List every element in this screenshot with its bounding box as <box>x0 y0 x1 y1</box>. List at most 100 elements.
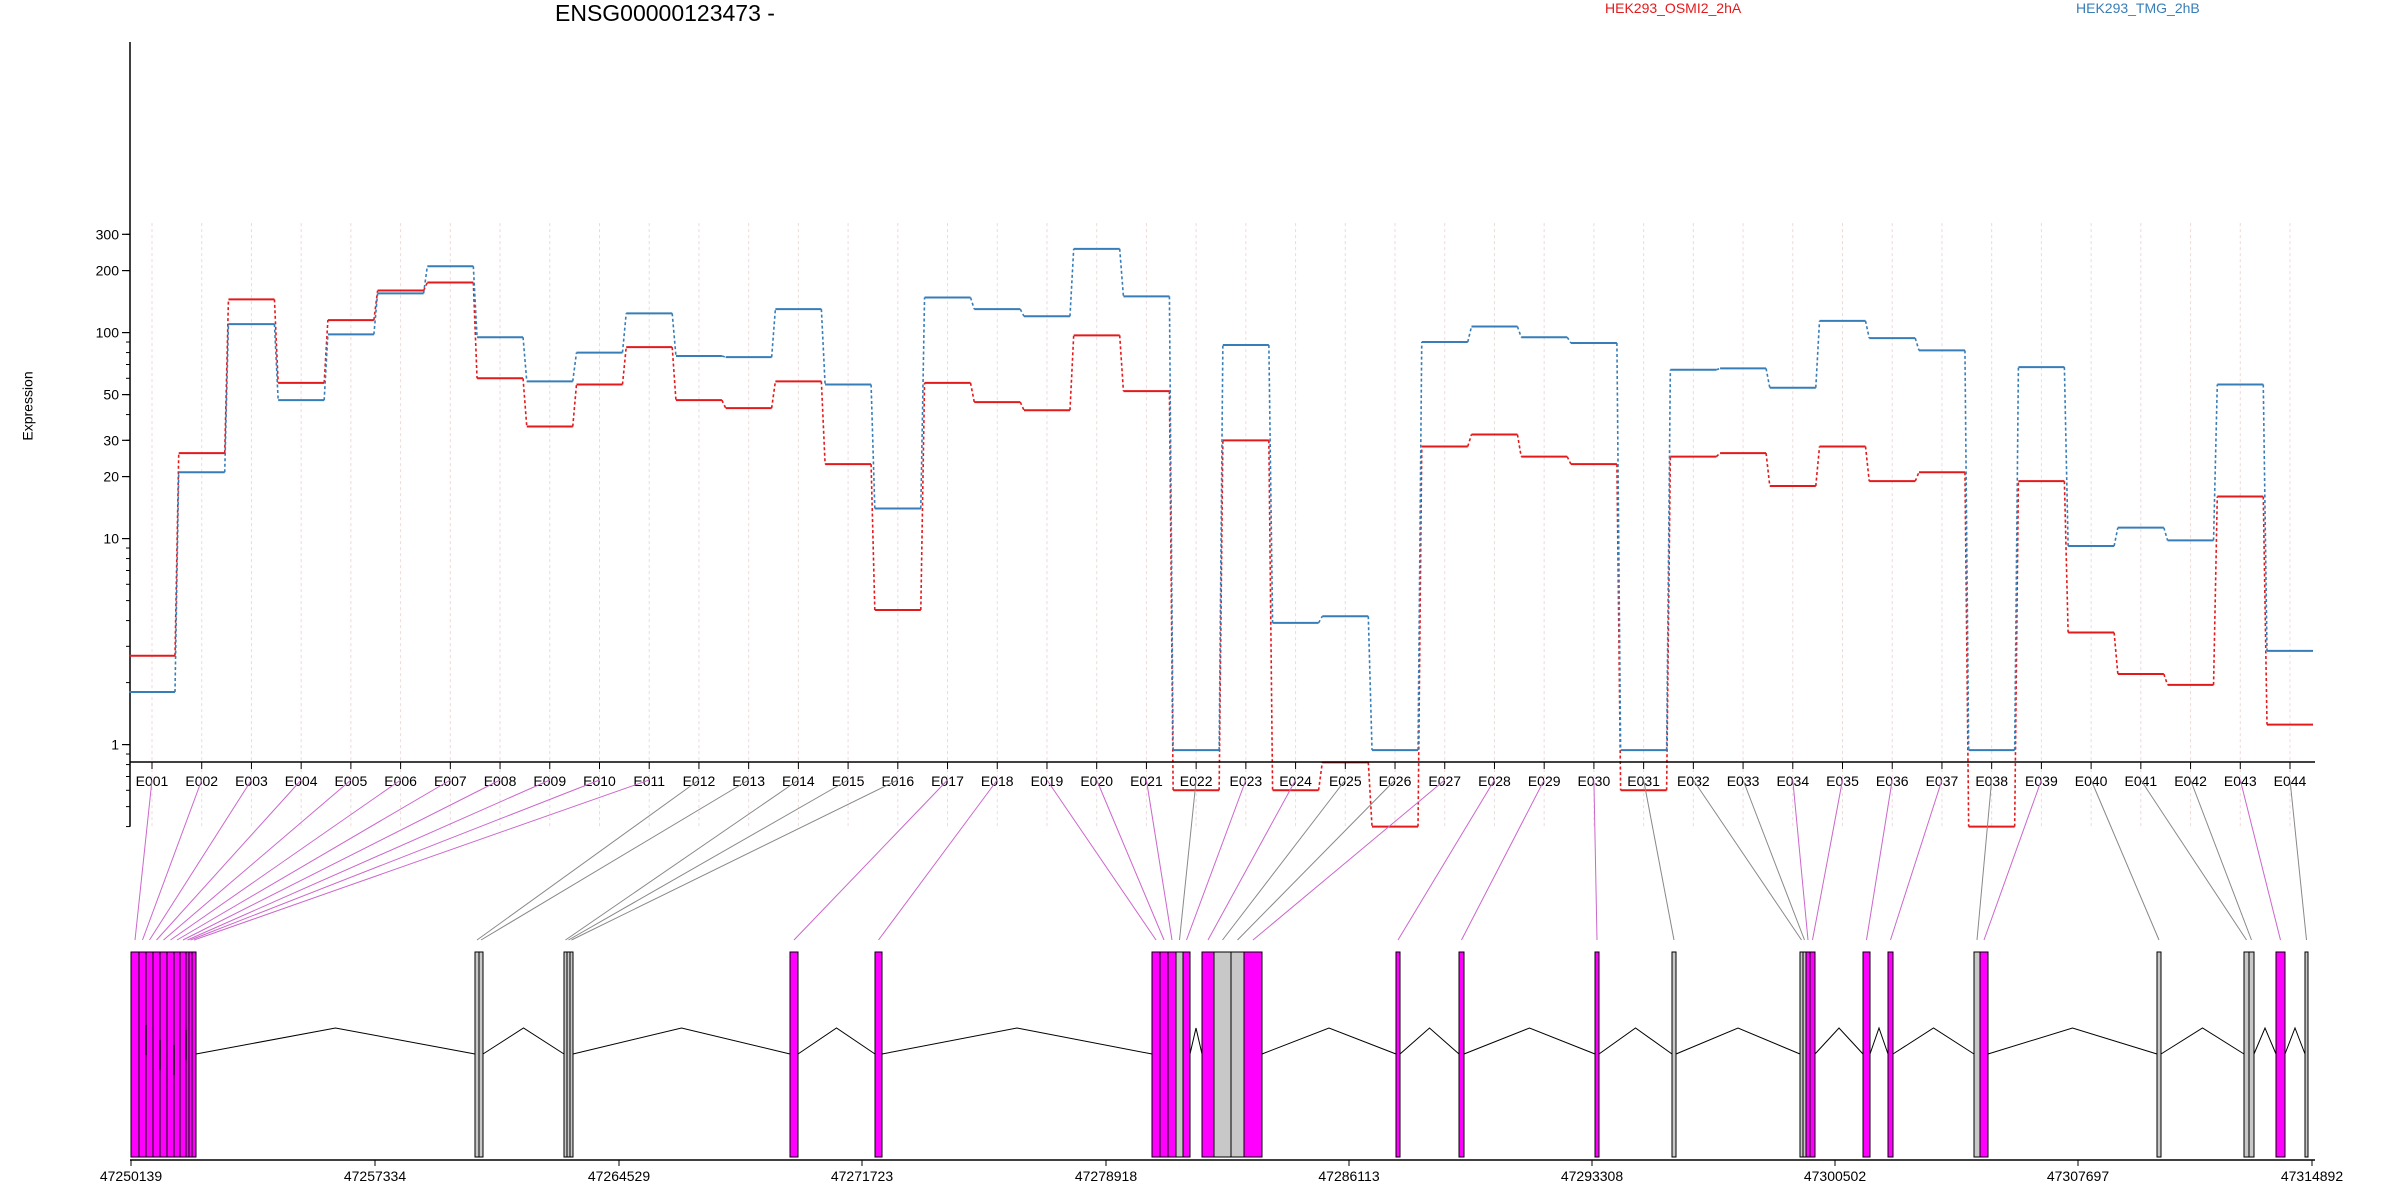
exon-connector <box>2239 779 2281 941</box>
data-connector <box>969 297 976 310</box>
y-tick-label: 30 <box>103 432 119 448</box>
data-connector <box>2113 527 2119 547</box>
data-connector <box>1765 368 1771 388</box>
data-connector <box>1466 434 1473 447</box>
genome-position-label: 47314892 <box>2281 1168 2344 1184</box>
exon-box <box>191 951 197 1158</box>
exon-connector <box>193 779 650 941</box>
exon-box <box>1213 951 1232 1158</box>
intron-line <box>2253 1026 2277 1055</box>
exon-connector <box>1046 779 1157 941</box>
intron-line <box>1399 1027 1460 1055</box>
exon-connector <box>170 779 401 941</box>
data-connector <box>174 472 180 693</box>
series-lines <box>129 247 2313 828</box>
data-connector <box>1765 453 1771 487</box>
data-connector <box>1268 345 1274 623</box>
exon-box <box>1862 951 1871 1158</box>
exon-connector <box>1643 779 1675 941</box>
genome-position-label: 47264529 <box>588 1168 651 1184</box>
exon-box <box>1167 951 1177 1158</box>
data-connector <box>2013 481 2020 827</box>
exon-box <box>1973 951 1981 1158</box>
exon-connector <box>1812 779 1844 941</box>
exon-connector <box>565 779 799 941</box>
exon-connector <box>1179 779 1197 941</box>
exon-label: E008 <box>484 773 517 789</box>
intron-line <box>1869 1026 1889 1055</box>
data-connector <box>1168 296 1174 751</box>
exon-box <box>1671 951 1677 1158</box>
y-tick-label: 10 <box>103 531 119 547</box>
exon-box <box>1594 951 1600 1158</box>
exon-connectors <box>134 779 2307 941</box>
exon-box <box>1182 951 1191 1158</box>
exon-box <box>1805 951 1811 1158</box>
y-axis: 1 10 20 30 50 100 200 300 <box>96 42 131 828</box>
exon-label: E012 <box>683 773 716 789</box>
data-connector <box>1069 335 1075 411</box>
data-connector <box>1118 335 1125 392</box>
data-connector <box>1516 434 1522 457</box>
exon-connector <box>878 779 998 941</box>
legend-series-tmg: HEK293_TMG_2hB <box>2076 0 2200 16</box>
exon-box <box>1159 951 1169 1158</box>
exon-connector <box>1792 779 1809 941</box>
data-connector <box>1864 320 1871 339</box>
exon-box <box>874 951 883 1158</box>
exon-box <box>1243 951 1263 1158</box>
exon-connector <box>2190 779 2252 941</box>
intron-line <box>1189 1027 1203 1055</box>
data-connector <box>223 299 230 454</box>
intron-line <box>1892 1027 1975 1055</box>
data-connector <box>671 347 677 401</box>
data-connector <box>1864 446 1871 482</box>
data-connector <box>1814 320 1821 388</box>
data-connector <box>2262 384 2268 651</box>
exon-connector <box>1742 779 1805 941</box>
x-axis-exon-labels: E001 E002 E003 E004 E005 E006 E007 E008 E009 E010… <box>130 761 2315 789</box>
intron-line <box>797 1027 876 1055</box>
exon-box <box>1887 951 1894 1158</box>
intron-line <box>1598 1027 1673 1055</box>
data-connector <box>273 324 279 401</box>
data-connector <box>920 297 926 509</box>
exon-connector <box>568 779 849 941</box>
data-connector <box>1218 440 1224 791</box>
intron-line <box>572 1027 791 1055</box>
genome-position-label: 47286113 <box>1318 1168 1379 1184</box>
exon-connector <box>1983 779 2042 941</box>
series-tmg <box>129 247 2313 752</box>
exon-box <box>478 951 484 1158</box>
exon-connector <box>1096 779 1165 941</box>
exon-box <box>1809 951 1816 1158</box>
y-tick-label: 20 <box>103 469 119 485</box>
exon-box <box>789 951 799 1158</box>
data-connector <box>920 382 926 611</box>
data-connector <box>422 266 429 294</box>
data-connector <box>422 282 429 291</box>
data-connector <box>1268 440 1274 791</box>
exon-connector <box>1207 779 1297 941</box>
exon-connector <box>1186 779 1247 941</box>
data-connector <box>721 399 727 409</box>
data-connector <box>1367 616 1373 751</box>
exon-connector <box>190 779 600 941</box>
exon-connector <box>156 779 302 941</box>
exon-connector <box>476 779 700 941</box>
exon-connector <box>1692 779 1802 941</box>
intron-line <box>1814 1027 1864 1055</box>
exon-connector <box>1222 779 1346 941</box>
data-connector <box>1516 326 1522 338</box>
data-connector <box>621 347 628 385</box>
genome-position-label: 47293308 <box>1561 1168 1624 1184</box>
exon-box <box>474 951 480 1158</box>
exon-label: E011 <box>633 773 665 789</box>
data-connector <box>2212 384 2219 541</box>
intron-line <box>1463 1027 1596 1055</box>
exon-connector <box>176 779 451 941</box>
exon-box <box>1175 951 1184 1158</box>
data-connector <box>1814 446 1821 487</box>
data-connector <box>2163 527 2169 541</box>
